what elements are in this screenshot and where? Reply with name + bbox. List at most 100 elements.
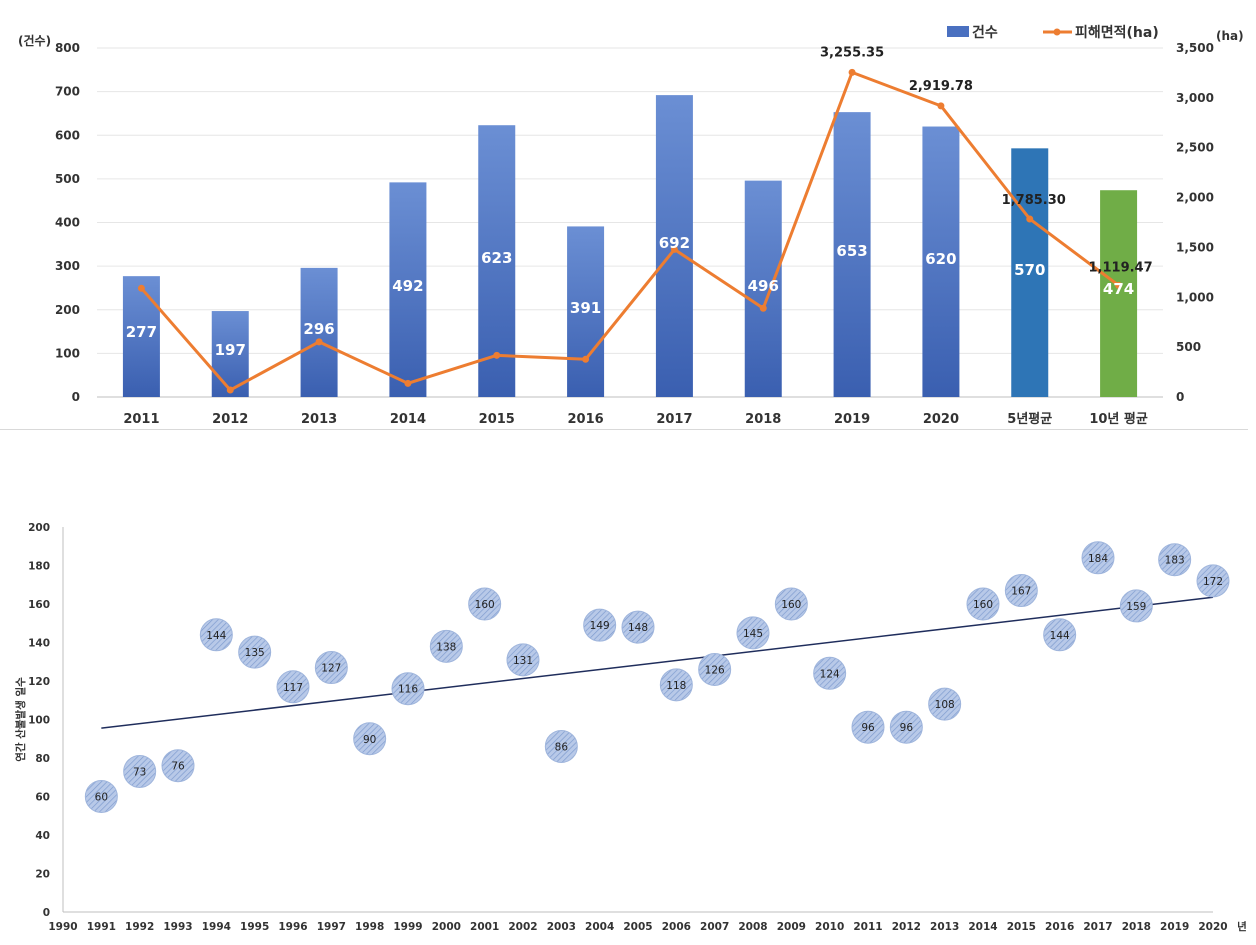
x-axis-tick-label: 2018 bbox=[1122, 921, 1151, 933]
scatter-point bbox=[889, 710, 923, 744]
line-point bbox=[1026, 215, 1034, 223]
x-axis-tick-label: 1995 bbox=[240, 921, 269, 933]
x-axis-tick-label: 2009 bbox=[777, 921, 806, 933]
scatter-point-label: 160 bbox=[475, 599, 495, 611]
y-axis-tick-label: 0 bbox=[43, 907, 50, 919]
left-axis-tick-label: 200 bbox=[55, 303, 80, 317]
bar-value-label: 296 bbox=[303, 320, 334, 338]
scatter-point bbox=[583, 608, 617, 642]
scatter-point-label: 183 bbox=[1165, 555, 1185, 567]
scatter-point-label: 73 bbox=[133, 766, 146, 778]
x-axis-tick-label: 2008 bbox=[738, 921, 767, 933]
scatter-point bbox=[659, 668, 693, 702]
y-axis-tick-label: 120 bbox=[28, 676, 50, 688]
x-axis-tick-label: 2012 bbox=[212, 412, 248, 427]
scatter-point-label: 96 bbox=[900, 722, 914, 734]
line-value-label: 1,119.47 bbox=[1089, 260, 1153, 275]
scatter-point bbox=[468, 587, 502, 621]
line-value-label: 2,919.78 bbox=[909, 79, 973, 94]
scatter-point bbox=[123, 754, 157, 788]
scatter-point-label: 127 bbox=[321, 663, 341, 675]
y-axis-tick-label: 20 bbox=[35, 869, 50, 881]
scatter-point-label: 148 bbox=[628, 622, 648, 634]
bar-value-label: 692 bbox=[659, 234, 690, 252]
x-axis-tick-label: 2007 bbox=[700, 921, 729, 933]
scatter-point-label: 149 bbox=[590, 620, 610, 632]
x-axis-tick-label: 1990 bbox=[48, 921, 77, 933]
legend-label-count: 건수 bbox=[972, 24, 998, 41]
scatter-point bbox=[238, 635, 272, 669]
y-axis-tick-label: 40 bbox=[35, 830, 50, 842]
scatter-point bbox=[391, 672, 425, 706]
scatter-point-label: 160 bbox=[781, 599, 801, 611]
scatter-point-label: 96 bbox=[861, 722, 875, 734]
scatter-point-label: 144 bbox=[1050, 630, 1070, 642]
left-axis-tick-label: 300 bbox=[55, 259, 80, 273]
bar bbox=[1011, 148, 1049, 397]
right-axis-tick-label: 3,000 bbox=[1176, 91, 1214, 105]
x-axis-tick-label: 2004 bbox=[585, 921, 614, 933]
x-axis-tick-label: 2015 bbox=[479, 412, 515, 427]
x-axis-tick-label: 2005 bbox=[623, 921, 652, 933]
scatter-point-label: 90 bbox=[363, 734, 376, 746]
y-axis-tick-label: 60 bbox=[35, 792, 50, 804]
y-axis-title: 연간 산불발생 일수 bbox=[14, 677, 27, 762]
x-axis-tick-label: 1997 bbox=[317, 921, 346, 933]
x-axis-tick-label: 2006 bbox=[662, 921, 691, 933]
bar bbox=[300, 267, 338, 397]
left-axis-tick-label: 0 bbox=[72, 390, 80, 404]
scatter-point bbox=[813, 656, 847, 690]
x-axis-tick-label: 2001 bbox=[470, 921, 499, 933]
y-axis-tick-label: 180 bbox=[28, 561, 50, 573]
x-axis-tick-label: 2014 bbox=[968, 921, 997, 933]
bar-value-label: 653 bbox=[836, 242, 867, 260]
x-axis-tick-label: 2020 bbox=[1198, 921, 1227, 933]
line-point bbox=[137, 284, 145, 292]
bar bbox=[122, 276, 160, 397]
scatter-point bbox=[966, 587, 1000, 621]
x-axis-tick-label: 2018 bbox=[745, 412, 781, 427]
bar bbox=[389, 182, 427, 397]
x-axis-tick-label: 1991 bbox=[87, 921, 116, 933]
x-axis-tick-label: 2016 bbox=[1045, 921, 1074, 933]
right-axis-tick-label: 1,000 bbox=[1176, 290, 1214, 304]
trend-line bbox=[101, 596, 1214, 729]
bar bbox=[478, 125, 516, 397]
legend-marker-area bbox=[1053, 28, 1061, 36]
scatter-point bbox=[736, 616, 770, 650]
y-axis-tick-label: 160 bbox=[28, 599, 50, 611]
x-axis-tick-label: 2003 bbox=[547, 921, 576, 933]
scatter-point bbox=[506, 643, 540, 677]
x-axis-title: 년 bbox=[1237, 920, 1247, 933]
x-axis-tick-label: 1996 bbox=[278, 921, 307, 933]
scatter-point bbox=[698, 652, 732, 686]
scatter-point bbox=[544, 729, 578, 763]
y-axis-tick-label: 140 bbox=[28, 638, 50, 650]
line-point bbox=[315, 338, 323, 346]
right-axis-tick-label: 3,500 bbox=[1176, 41, 1214, 55]
x-axis-tick-label: 2013 bbox=[930, 921, 959, 933]
scatter-point bbox=[1158, 543, 1192, 577]
scatter-point bbox=[1004, 574, 1038, 608]
x-axis-tick-label: 1993 bbox=[163, 921, 192, 933]
bar-value-label: 496 bbox=[748, 277, 779, 295]
scatter-point bbox=[199, 618, 233, 652]
line-point bbox=[226, 386, 234, 394]
legend-label-area: 피해면적(ha) bbox=[1075, 24, 1159, 41]
x-axis-tick-label: 2019 bbox=[1160, 921, 1189, 933]
legend: 건수 피해면적(ha) bbox=[947, 24, 1159, 41]
x-axis-tick-label: 2000 bbox=[432, 921, 461, 933]
bar-value-label: 620 bbox=[925, 250, 956, 268]
scatter-point bbox=[353, 722, 387, 756]
line-point bbox=[759, 304, 767, 312]
line-point bbox=[1115, 281, 1123, 289]
scatter-point-label: 135 bbox=[245, 647, 265, 659]
scatter-point bbox=[774, 587, 808, 621]
scatter-point-label: 144 bbox=[206, 630, 226, 642]
right-axis-tick-label: 0 bbox=[1176, 390, 1184, 404]
scatter-point-label: 126 bbox=[705, 664, 725, 676]
right-axis-unit: (ha) bbox=[1216, 29, 1244, 43]
scatter-point-label: 116 bbox=[398, 684, 418, 696]
scatter-point bbox=[429, 629, 463, 663]
x-axis-tick-label: 1994 bbox=[202, 921, 231, 933]
